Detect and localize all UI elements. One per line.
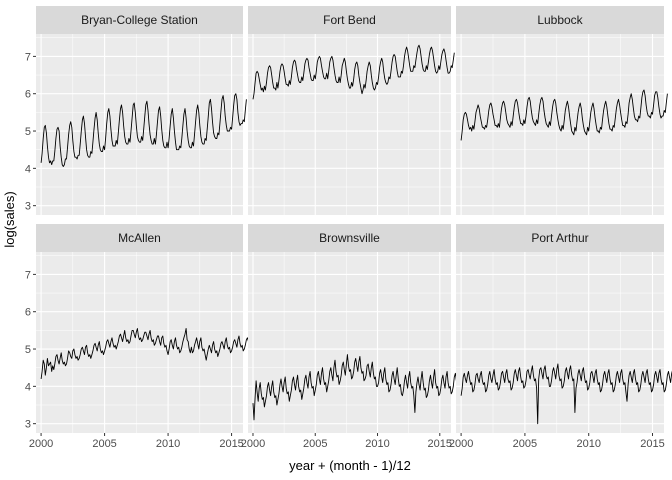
y-tick-label: 5 xyxy=(25,344,31,356)
y-tick-label: 4 xyxy=(25,381,31,393)
panel-background xyxy=(248,252,451,433)
facet-strip xyxy=(248,6,451,34)
y-tick-label: 6 xyxy=(25,307,31,319)
facet-strip xyxy=(248,224,451,252)
x-tick-label: 2005 xyxy=(513,438,537,450)
y-tick-label: 7 xyxy=(25,269,31,281)
facet-panel: Lubbock xyxy=(456,6,668,215)
y-tick-label: 7 xyxy=(25,51,31,63)
series-line xyxy=(40,93,247,167)
y-axis-title: log(sales) xyxy=(2,191,17,247)
x-tick-label: 2010 xyxy=(365,438,389,450)
facet-strip-label: Bryan-College Station xyxy=(81,13,198,27)
x-tick-label: 2015 xyxy=(219,438,243,450)
x-tick-label: 2010 xyxy=(576,438,600,450)
x-tick-label: 2000 xyxy=(241,438,265,450)
x-axis-title: year + (month - 1)/12 xyxy=(289,458,411,473)
facet-strip xyxy=(456,6,664,34)
facet-strip xyxy=(36,224,243,252)
panel-background xyxy=(248,34,451,215)
facet-panel: Port Arthur xyxy=(456,224,672,433)
facet-strip-label: McAllen xyxy=(118,231,161,245)
x-tick-label: 2005 xyxy=(303,438,327,450)
facet-strip xyxy=(456,224,664,252)
series-line xyxy=(252,44,455,100)
series-line xyxy=(40,328,253,379)
facet-panel: Bryan-College Station xyxy=(36,6,247,215)
y-tick-label: 5 xyxy=(25,126,31,138)
panel-background xyxy=(456,252,664,433)
y-axis: 3 4 5 6 7 3 4 5 6 7 xyxy=(25,51,36,431)
y-tick-label: 6 xyxy=(25,89,31,101)
x-tick-label: 2015 xyxy=(428,438,452,450)
panel-background xyxy=(36,252,243,433)
x-tick-label: 2000 xyxy=(29,438,53,450)
y-tick-label: 3 xyxy=(25,419,31,431)
series-line xyxy=(460,89,668,141)
facet-strip xyxy=(36,6,243,34)
facet-panel: Fort Bend xyxy=(248,6,455,215)
x-tick-label: 2015 xyxy=(640,438,664,450)
x-tick-label: 2000 xyxy=(449,438,473,450)
facet-strip-label: Port Arthur xyxy=(531,231,588,245)
y-tick-label: 3 xyxy=(25,201,31,213)
y-tick-label: 4 xyxy=(25,163,31,175)
x-tick-label: 2010 xyxy=(156,438,180,450)
series-line xyxy=(252,354,460,421)
facet-strip-label: Lubbock xyxy=(537,13,583,27)
facet-panels: Bryan-College Station Fort Bend Lubbock McA… xyxy=(36,6,672,433)
facet-strip-label: Fort Bend xyxy=(323,13,376,27)
panel-background xyxy=(36,34,243,215)
panel-background xyxy=(456,34,664,215)
facet-strip-label: Brownsville xyxy=(319,231,380,245)
facet-panel: McAllen xyxy=(36,224,253,433)
x-tick-label: 2005 xyxy=(92,438,116,450)
facet-panel: Brownsville xyxy=(248,224,460,433)
series-line xyxy=(460,363,672,425)
